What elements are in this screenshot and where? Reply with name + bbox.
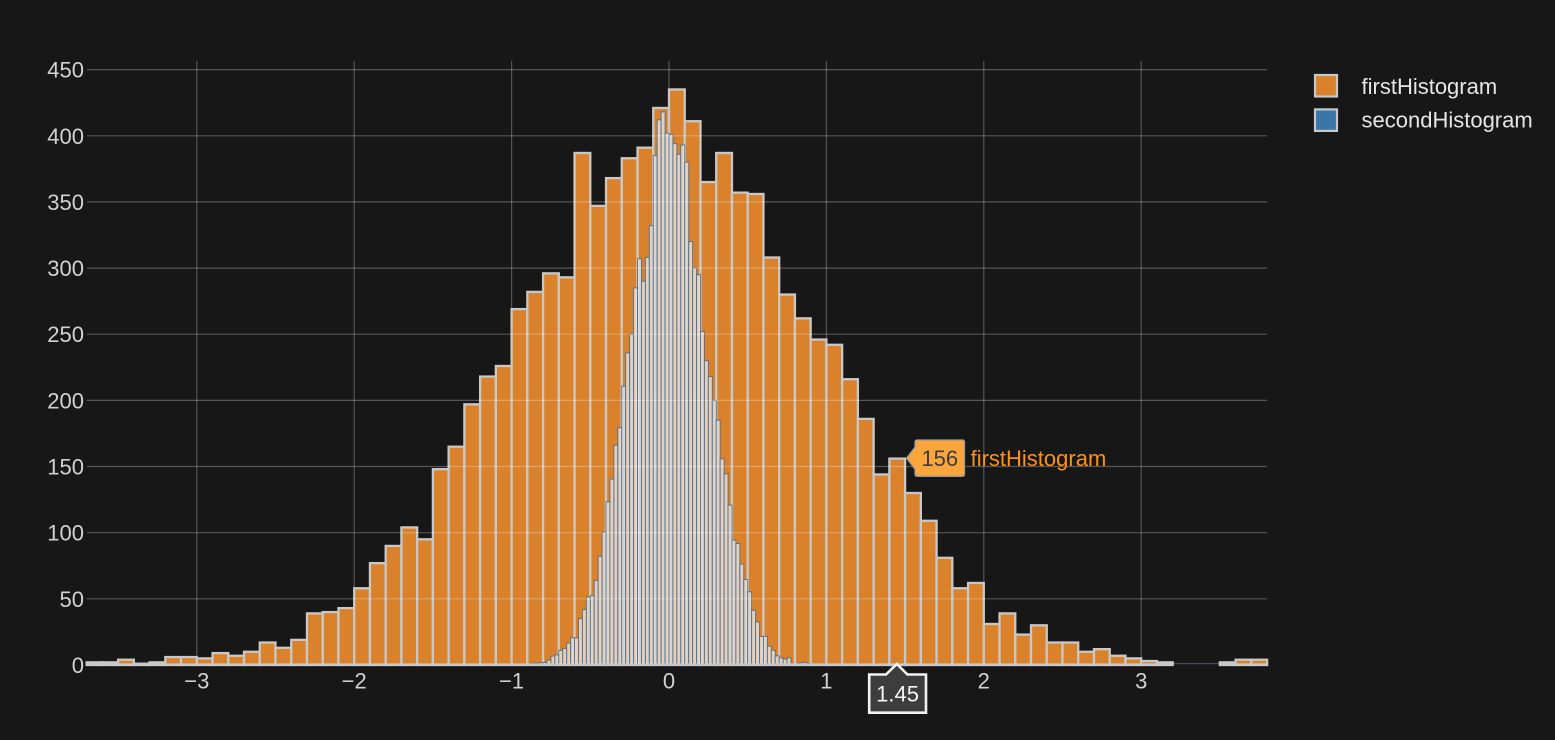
svg-text:−3: −3 [184,669,209,694]
svg-text:0: 0 [663,669,675,694]
svg-text:−1: −1 [499,669,524,694]
svg-text:450: 450 [47,58,84,83]
svg-text:200: 200 [47,388,84,413]
svg-text:350: 350 [47,190,84,215]
svg-text:1: 1 [820,669,832,694]
svg-text:firstHistogram: firstHistogram [1362,74,1498,99]
svg-text:300: 300 [47,256,84,281]
svg-text:3: 3 [1135,669,1147,694]
svg-text:1.45: 1.45 [876,682,919,707]
svg-text:0: 0 [72,653,84,678]
svg-text:firstHistogram: firstHistogram [971,446,1107,471]
svg-text:2: 2 [978,669,990,694]
svg-text:50: 50 [60,587,84,612]
svg-text:secondHistogram: secondHistogram [1362,108,1533,133]
svg-text:100: 100 [47,521,84,546]
svg-text:150: 150 [47,455,84,480]
svg-text:156: 156 [921,446,958,471]
svg-text:250: 250 [47,322,84,347]
svg-text:400: 400 [47,124,84,149]
svg-text:−2: −2 [342,669,367,694]
